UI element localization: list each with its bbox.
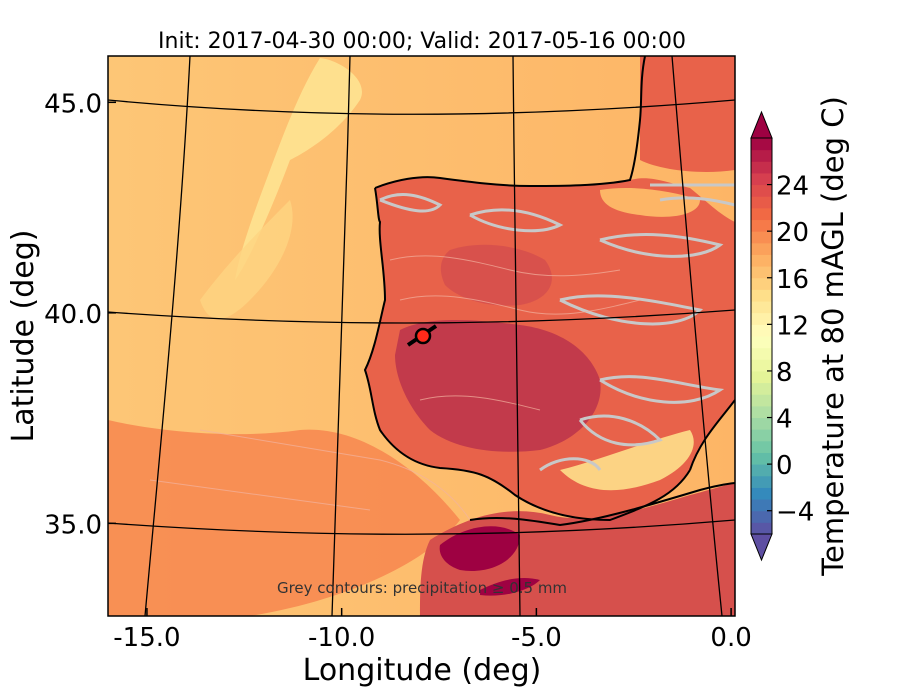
colorbar-segment (751, 359, 772, 372)
meridian-minus10 (331, 56, 351, 616)
colorbar-segment (751, 231, 772, 244)
colorbar-segment (751, 184, 772, 197)
hot-interior-2 (440, 244, 552, 306)
colorbar-segment (751, 266, 772, 279)
colorbar-segment (751, 510, 772, 523)
colorbar-segment (751, 522, 772, 535)
meridian-minus15 (144, 56, 191, 616)
map-panel: Grey contours: precipitation ≥ 0.5 mm (108, 56, 735, 616)
colorbar-segment (751, 196, 772, 209)
x-tick-label: 0.0 (710, 623, 751, 653)
colorbar-segment (751, 207, 772, 221)
colorbar-frame (750, 137, 773, 535)
southwest-warm-ocean (108, 420, 460, 616)
precip-annotation: Grey contours: precipitation ≥ 0.5 mm (277, 579, 567, 597)
x-tick-label: -15.0 (113, 623, 180, 653)
x-tick-label: -5.0 (511, 623, 562, 653)
colorbar-segment (751, 429, 772, 442)
coastlines (363, 56, 735, 527)
colorbar-segment (751, 370, 772, 384)
colorbar-segment (751, 464, 772, 477)
colorbar-tick-label: 12 (776, 311, 809, 341)
y-tick-label: 40.0 (44, 300, 102, 330)
colorbar-segment (751, 336, 772, 349)
colorbar-segment (751, 289, 772, 302)
meridian-minus5 (512, 56, 521, 616)
colorbar-segment (751, 499, 772, 512)
cool-ocean-band-2 (200, 200, 293, 319)
map-frame (107, 55, 736, 617)
colorbar-tick-label: 16 (776, 265, 809, 295)
parallel-35 (108, 519, 735, 535)
colorbar-segment (751, 138, 772, 151)
x-axis-ticks: -15.0 -10.0 -5.0 0.0 (113, 608, 752, 653)
africa-hot-spot (439, 526, 520, 571)
africa-hot-streak (480, 578, 540, 596)
x-tick-label: -10.0 (308, 623, 375, 653)
colorbar-segment (751, 475, 772, 488)
graticule (108, 56, 735, 616)
meridian-0 (671, 56, 723, 616)
northeast-warm-ocean (640, 56, 735, 172)
colorbar-segment (751, 277, 772, 290)
colorbar-tick-label: 4 (776, 405, 793, 435)
colorbar (750, 110, 773, 562)
colorbar-label: Temperature at 80 mAGL (deg C) (816, 96, 850, 577)
x-axis-label: Longitude (deg) (303, 653, 542, 688)
colorbar-extend-max (750, 110, 773, 139)
precipitation-contours (379, 183, 735, 472)
cool-southeast (560, 430, 694, 491)
colorbar-segment (751, 417, 772, 430)
y-tick-label: 35.0 (44, 510, 102, 540)
colorbar-segment (751, 312, 772, 325)
iberia-coastline (374, 56, 646, 189)
parallel-40 (108, 309, 735, 324)
colorbar-tick-label: 20 (776, 218, 809, 248)
colorbar-segment (751, 452, 772, 465)
chart-title: Init: 2017-04-30 00:00; Valid: 2017-05-1… (158, 29, 686, 54)
colorbar-segment (751, 172, 772, 186)
colorbar-segment (751, 440, 772, 453)
colorbar-segment (751, 242, 772, 255)
colorbar-segment (751, 405, 772, 419)
colorbar-segment (751, 219, 772, 232)
colorbar-segment (751, 394, 772, 407)
colorbar-segment (751, 324, 772, 337)
colorbar-tick-label: 24 (776, 172, 809, 202)
hot-interior (395, 320, 601, 452)
temperature-contours (149, 255, 641, 521)
station-marker (414, 327, 432, 345)
parallel-45 (108, 99, 735, 115)
cool-pyrenees (600, 188, 700, 217)
y-axis-label: Latitude (deg) (6, 230, 41, 443)
colorbar-extend-min (750, 533, 773, 562)
africa-coastline (469, 482, 735, 527)
colorbar-segment (751, 301, 772, 314)
colorbar-segment (751, 347, 772, 360)
colorbar-segment (751, 149, 772, 162)
colorbar-tick-label: −4 (776, 498, 814, 528)
colorbar-segment (751, 161, 772, 174)
colorbar-ticks: −4 0 4 8 12 16 20 24 (767, 172, 814, 528)
colorbar-segment (751, 487, 772, 500)
colorbar-tick-label: 0 (776, 451, 793, 481)
colorbar-segment (751, 382, 772, 395)
colorbar-segment (751, 254, 772, 267)
colorbar-tick-label: 8 (776, 358, 793, 388)
y-tick-label: 45.0 (44, 89, 102, 119)
y-axis-ticks: 45.0 40.0 35.0 (44, 89, 116, 540)
